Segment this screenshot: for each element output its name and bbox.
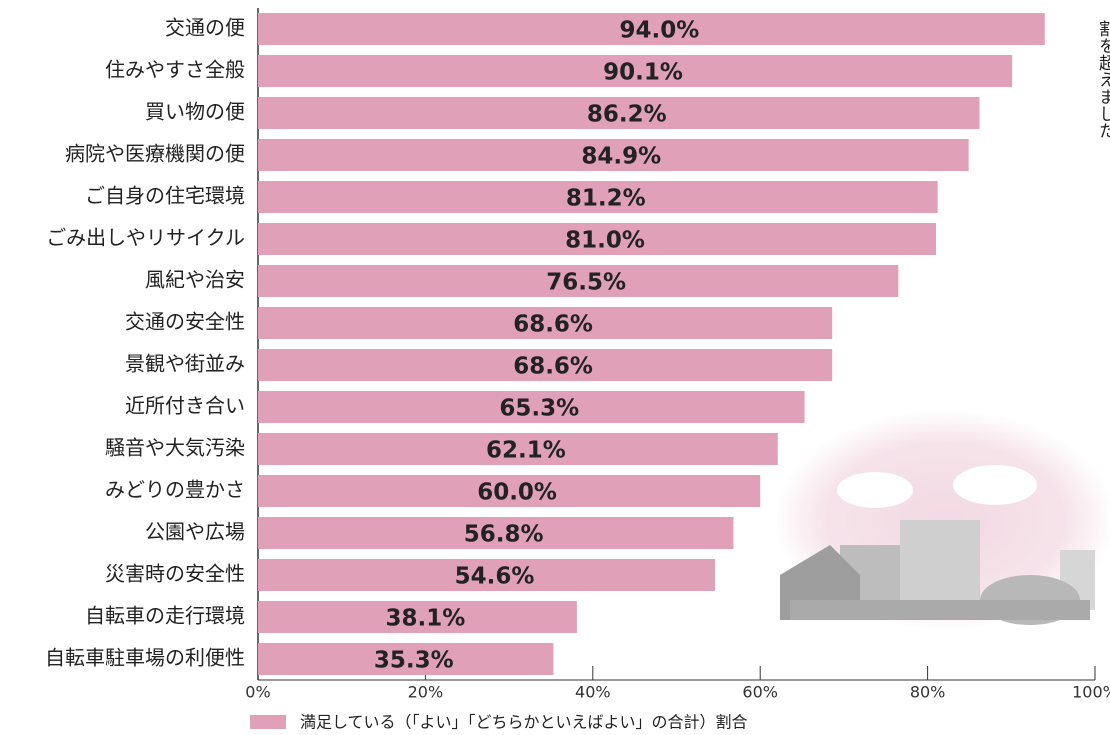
x-tick-label: 40%	[575, 683, 611, 702]
x-tick-label: 0%	[245, 683, 270, 702]
value-label: 68.6%	[513, 354, 593, 380]
category-label: 自転車の走行環境	[85, 604, 245, 628]
value-label: 86.2%	[587, 102, 667, 128]
value-label: 94.0%	[619, 18, 699, 44]
category-label: みどりの豊かさ	[105, 478, 245, 502]
value-label: 68.6%	[513, 312, 593, 338]
value-label: 65.3%	[499, 396, 579, 422]
category-label: 公園や広場	[145, 520, 245, 544]
value-label: 76.5%	[546, 270, 626, 296]
value-label: 54.6%	[455, 564, 535, 590]
value-label: 81.2%	[566, 186, 646, 212]
category-label: 交通の安全性	[125, 310, 245, 334]
category-label: 交通の便	[165, 16, 245, 40]
chart: 割を超えました 満足している（「よい」「どちらかといえばよい」の合計）割合 0%…	[0, 0, 1110, 735]
category-label: 災害時の安全性	[105, 562, 245, 586]
category-label: 買い物の便	[145, 100, 245, 124]
category-label: 自転車駐車場の利便性	[45, 646, 245, 670]
value-label: 81.0%	[565, 228, 645, 254]
value-label: 62.1%	[486, 438, 566, 464]
x-tick-label: 100%	[1072, 683, 1110, 702]
category-label: 風紀や治安	[145, 268, 245, 292]
annotation: 割を超えました	[1095, 20, 1110, 139]
x-tick-label: 60%	[742, 683, 778, 702]
value-label: 35.3%	[374, 648, 454, 674]
value-label: 38.1%	[386, 606, 466, 632]
legend-label: 満足している（「よい」「どちらかといえばよい」の合計）割合	[300, 713, 748, 732]
value-label: 60.0%	[477, 480, 557, 506]
category-label: 住みやすさ全般	[105, 58, 245, 82]
illustration	[775, 410, 1110, 630]
category-label: 騒音や大気汚染	[105, 436, 245, 460]
value-label: 90.1%	[603, 60, 683, 86]
category-label: 景観や街並み	[125, 352, 245, 376]
legend-swatch	[250, 715, 286, 729]
category-label: ごみ出しやリサイクル	[46, 226, 245, 250]
x-tick-label: 80%	[910, 683, 946, 702]
category-label: ご自身の住宅環境	[85, 184, 245, 208]
category-label: 近所付き合い	[125, 394, 245, 418]
value-label: 56.8%	[464, 522, 544, 548]
x-tick-label: 20%	[408, 683, 444, 702]
value-label: 84.9%	[581, 144, 661, 170]
category-label: 病院や医療機関の便	[65, 142, 245, 166]
